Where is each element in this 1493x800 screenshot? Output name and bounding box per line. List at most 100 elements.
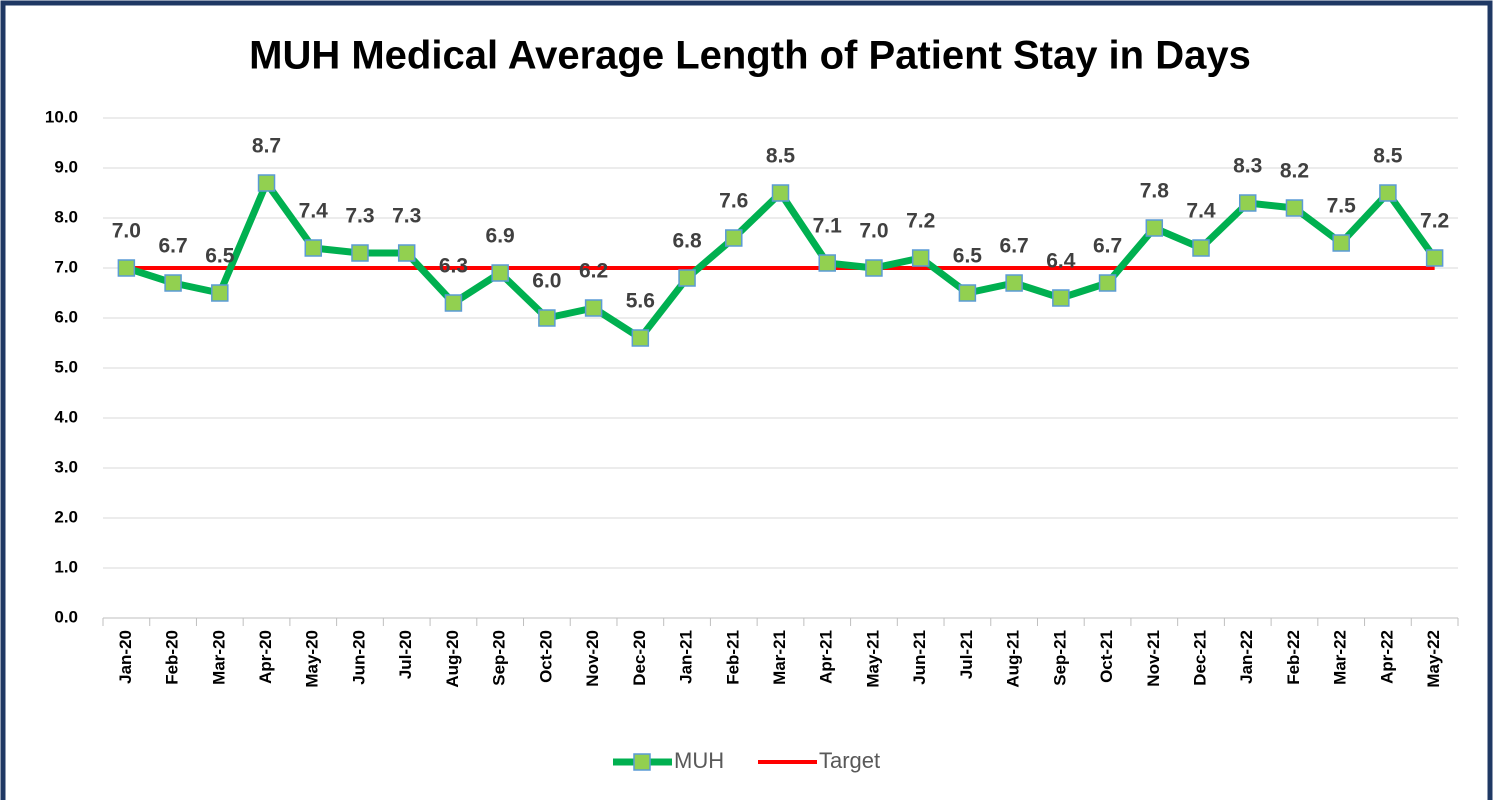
- marker: [444, 294, 463, 312]
- x-tick-label: Mar-21: [770, 630, 789, 685]
- marker: [304, 239, 323, 257]
- data-label: 7.0: [859, 220, 888, 243]
- y-tick-label: 7.0: [54, 257, 78, 276]
- marker: [351, 244, 369, 262]
- data-label: 8.2: [1280, 160, 1309, 183]
- data-label: 7.0: [112, 220, 141, 243]
- x-tick-label: Sep-20: [490, 630, 509, 686]
- y-tick-label: 8.0: [54, 207, 78, 226]
- x-tick-label: Mar-22: [1331, 630, 1350, 685]
- marker: [631, 329, 650, 347]
- data-label: 8.7: [252, 135, 281, 158]
- y-tick-label: 5.0: [54, 357, 78, 376]
- marker: [117, 259, 136, 277]
- y-tick-label: 2.0: [54, 507, 78, 526]
- marker: [397, 244, 416, 262]
- data-label: 7.6: [719, 190, 748, 213]
- marker: [584, 299, 603, 317]
- legend-label: Target: [819, 748, 880, 773]
- x-tick-label: Oct-21: [1097, 630, 1116, 683]
- marker: [725, 229, 743, 247]
- marker: [211, 284, 229, 302]
- data-label: 7.4: [1186, 200, 1216, 223]
- data-label: 8.5: [1373, 145, 1403, 168]
- legend-label: MUH: [674, 748, 724, 773]
- y-tick-label: 10.0: [45, 107, 78, 126]
- x-tick-label: May-20: [303, 630, 322, 688]
- x-tick-label: Jun-21: [910, 630, 929, 685]
- y-tick-label: 6.0: [54, 307, 78, 326]
- x-tick-label: Jan-21: [677, 630, 696, 684]
- x-tick-label: Jan-20: [116, 630, 135, 684]
- data-label: 6.4: [1046, 250, 1076, 273]
- marker: [1052, 289, 1070, 307]
- x-tick-label: Jan-22: [1237, 630, 1256, 684]
- marker: [257, 174, 276, 192]
- x-tick-label: Dec-21: [1191, 630, 1210, 686]
- data-label: 7.3: [345, 205, 374, 228]
- marker: [1145, 219, 1164, 237]
- x-tick-label: Apr-21: [817, 630, 836, 684]
- marker: [818, 254, 836, 272]
- x-tick-label: Sep-21: [1050, 630, 1069, 686]
- x-tick-label: Feb-22: [1284, 630, 1303, 685]
- legend-marker: [633, 753, 651, 771]
- marker: [1285, 199, 1304, 217]
- marker: [771, 184, 790, 202]
- data-label: 7.1: [813, 215, 843, 238]
- x-tick-label: Aug-20: [443, 630, 462, 688]
- marker: [1238, 194, 1257, 212]
- data-label: 8.3: [1233, 155, 1262, 178]
- x-tick-label: Feb-21: [723, 630, 742, 685]
- x-tick-label: Jun-20: [349, 630, 368, 685]
- y-tick-label: 0.0: [54, 607, 78, 626]
- x-tick-label: Apr-22: [1377, 630, 1396, 684]
- data-label: 6.5: [953, 245, 983, 268]
- y-tick-label: 4.0: [54, 407, 78, 426]
- marker: [1005, 274, 1023, 292]
- data-label: 6.9: [486, 225, 515, 248]
- marker: [1098, 274, 1117, 292]
- data-label: 6.7: [1000, 235, 1029, 258]
- x-tick-label: Aug-21: [1004, 630, 1023, 688]
- data-label: 8.5: [766, 145, 796, 168]
- data-label: 7.4: [299, 200, 329, 223]
- x-tick-label: Jul-20: [396, 630, 415, 679]
- data-label: 6.8: [672, 230, 702, 253]
- x-tick-label: Nov-20: [583, 630, 602, 687]
- marker: [678, 269, 696, 287]
- marker: [1425, 249, 1444, 267]
- marker: [164, 274, 182, 292]
- x-tick-label: Dec-20: [630, 630, 649, 686]
- data-label: 7.2: [1420, 210, 1449, 233]
- x-tick-label: Oct-20: [536, 630, 555, 683]
- x-tick-label: Jul-21: [957, 630, 976, 679]
- x-tick-label: Mar-20: [209, 630, 228, 685]
- marker: [1332, 234, 1350, 252]
- y-tick-label: 9.0: [54, 157, 78, 176]
- x-tick-label: Apr-20: [256, 630, 275, 684]
- marker: [1192, 239, 1210, 257]
- x-tick-label: Nov-21: [1144, 630, 1163, 687]
- marker: [911, 249, 930, 267]
- x-tick-label: Feb-20: [163, 630, 182, 685]
- data-label: 6.2: [579, 260, 608, 283]
- data-label: 6.7: [158, 235, 187, 258]
- data-label: 6.7: [1093, 235, 1122, 258]
- x-tick-label: May-22: [1424, 630, 1443, 688]
- x-tick-label: May-21: [863, 630, 882, 688]
- marker: [538, 309, 556, 327]
- y-tick-label: 1.0: [54, 557, 78, 576]
- data-label: 7.2: [906, 210, 935, 233]
- marker: [491, 264, 509, 282]
- data-label: 6.0: [532, 270, 561, 293]
- marker: [865, 259, 883, 277]
- marker: [1379, 184, 1397, 202]
- data-label: 5.6: [626, 290, 655, 313]
- data-label: 6.3: [439, 255, 468, 278]
- y-tick-label: 3.0: [54, 457, 78, 476]
- data-label: 7.3: [392, 205, 421, 228]
- data-label: 6.5: [205, 245, 235, 268]
